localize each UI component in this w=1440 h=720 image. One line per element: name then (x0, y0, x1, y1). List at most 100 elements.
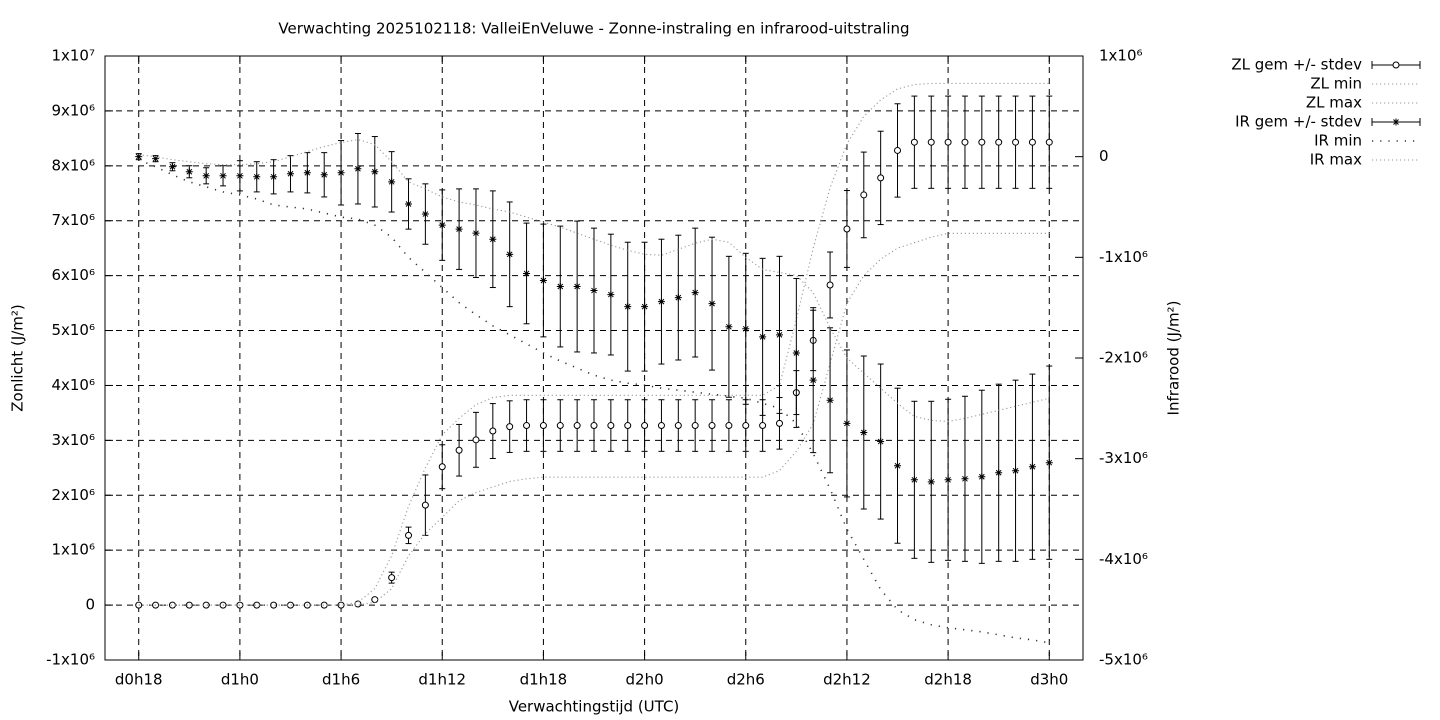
y-tick-label: 9x10⁶ (51, 101, 95, 119)
point (371, 168, 379, 176)
point (185, 168, 193, 176)
y-tick-label: 0 (85, 596, 95, 614)
point (388, 178, 396, 186)
point (421, 210, 429, 218)
point (506, 250, 514, 258)
point (253, 173, 261, 181)
x-tick-label: d2h18 (924, 671, 972, 689)
point (337, 169, 345, 177)
point (438, 463, 446, 471)
y2-tick-label: -3x10⁶ (1099, 449, 1148, 467)
point (1012, 467, 1020, 475)
point (910, 476, 918, 484)
point (708, 300, 716, 308)
point (320, 171, 328, 179)
point (725, 422, 733, 430)
point (708, 422, 716, 430)
point (455, 446, 463, 454)
legend-label: ZL max (1306, 94, 1362, 112)
point (860, 191, 868, 199)
point (354, 600, 362, 608)
point (995, 138, 1003, 146)
y-tick-label: -1x10⁶ (46, 651, 95, 669)
legend-label: IR min (1314, 132, 1362, 150)
point (674, 294, 682, 302)
y-tick-label: 1x10⁶ (51, 541, 95, 559)
point (1045, 138, 1053, 146)
point (877, 438, 885, 446)
point (523, 422, 531, 430)
y-tick-label: 2x10⁶ (51, 486, 95, 504)
x-tick-label: d2h6 (727, 671, 765, 689)
point (421, 501, 429, 509)
point (202, 601, 210, 609)
plot-frame (104, 55, 1084, 661)
point (742, 422, 750, 430)
point (961, 475, 969, 483)
point (691, 289, 699, 297)
point (168, 163, 176, 171)
point (775, 419, 783, 427)
point (910, 138, 918, 146)
point (657, 298, 665, 306)
point (438, 221, 446, 229)
point (894, 462, 902, 470)
y-tick-label: 4x10⁶ (51, 376, 95, 394)
point (607, 422, 615, 430)
point (978, 138, 986, 146)
point (843, 225, 851, 233)
point (1028, 463, 1036, 471)
point (219, 172, 227, 180)
point (455, 225, 463, 233)
point (877, 174, 885, 182)
point (506, 423, 514, 431)
y2-tick-label: -2x10⁶ (1099, 349, 1148, 367)
y-tick-label: 8x10⁶ (51, 156, 95, 174)
point (185, 601, 193, 609)
point (944, 476, 952, 484)
point (337, 601, 345, 609)
point (927, 478, 935, 486)
legend-swatch (1392, 61, 1400, 69)
point (286, 601, 294, 609)
point (1012, 138, 1020, 146)
point (472, 229, 480, 237)
x-tick-label: d0h18 (115, 671, 163, 689)
point (573, 283, 581, 291)
point (809, 376, 817, 384)
legend-label: IR max (1310, 151, 1362, 169)
point (590, 422, 598, 430)
point (539, 276, 547, 284)
y2-tick-label: -1x10⁶ (1099, 248, 1148, 266)
point (641, 422, 649, 430)
point (792, 349, 800, 357)
x-tick-label: d2h12 (823, 671, 871, 689)
point (590, 287, 598, 295)
x-tick-label: d1h12 (418, 671, 466, 689)
x-tick-label: d1h0 (221, 671, 259, 689)
point (657, 422, 665, 430)
point (320, 601, 328, 609)
point (759, 333, 767, 341)
y-tick-label: 6x10⁶ (51, 266, 95, 284)
point (472, 436, 480, 444)
point (556, 283, 564, 291)
plot-area (105, 55, 1083, 661)
point (270, 173, 278, 181)
point (944, 138, 952, 146)
point (742, 325, 750, 333)
legend-label: ZL gem +/- stdev (1231, 56, 1362, 74)
point (759, 422, 767, 430)
point (691, 422, 699, 430)
point (860, 428, 868, 436)
point (624, 422, 632, 430)
y2-tick-label: 0 (1099, 147, 1109, 165)
point (927, 138, 935, 146)
point (573, 422, 581, 430)
legend-label: IR gem +/- stdev (1235, 113, 1362, 131)
y-tick-label: 7x10⁶ (51, 211, 95, 229)
y2-tick-label: -4x10⁶ (1099, 550, 1148, 568)
point (152, 155, 160, 163)
point (270, 601, 278, 609)
point (843, 419, 851, 427)
